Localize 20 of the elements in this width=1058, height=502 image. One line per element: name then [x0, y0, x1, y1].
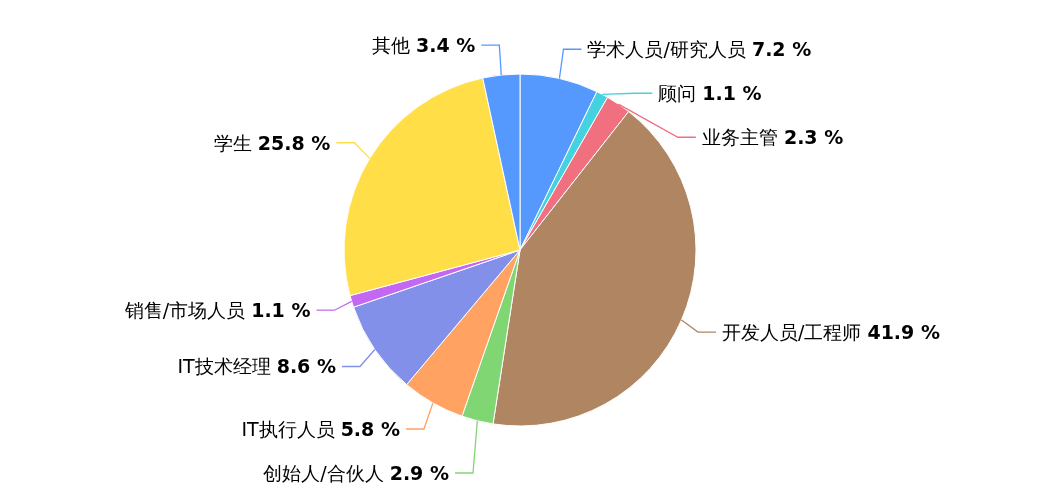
slice-label: 销售/市场人员: [123, 299, 252, 322]
data-label: 1.1 %: [251, 299, 311, 322]
data-label: 7.2 %: [751, 38, 812, 61]
slice-label: 开发人员/工程师: [721, 321, 868, 344]
data-label: 25.8 %: [257, 131, 331, 154]
slice-label: 学术人员/研究人员: [587, 38, 752, 61]
data-label: 1.1 %: [702, 82, 762, 105]
data-label: 41.9 %: [867, 321, 940, 344]
data-label: 8.6 %: [276, 355, 336, 378]
slice-label: 创始人/合伙人: [263, 461, 390, 484]
slice-label: IT技术经理: [177, 355, 277, 378]
slice-label: 业务主管: [701, 126, 784, 149]
slice-label: 其他: [371, 34, 417, 57]
slice-label: 学生: [213, 131, 258, 154]
data-label: 2.3 %: [783, 126, 844, 149]
data-label: 5.8 %: [340, 417, 400, 440]
slice-label: 顾问: [658, 82, 703, 105]
data-label: 3.4 %: [416, 34, 476, 57]
data-label: 2.9 %: [389, 461, 449, 484]
slice-label: IT执行人员: [241, 417, 341, 440]
